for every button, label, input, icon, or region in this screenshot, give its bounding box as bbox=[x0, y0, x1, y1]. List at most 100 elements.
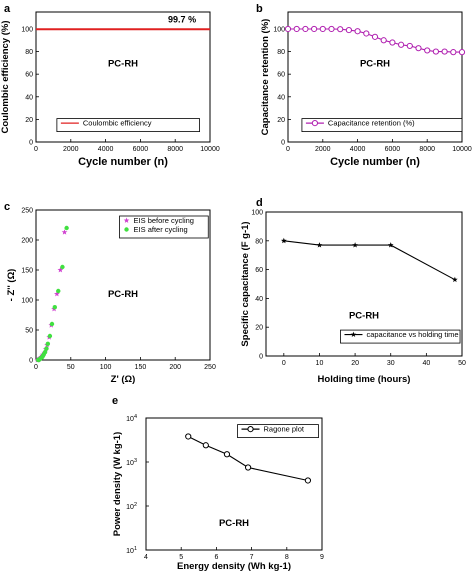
x-tick-label: 5 bbox=[179, 554, 183, 561]
y-tick-label: 102 bbox=[126, 502, 137, 511]
data-point bbox=[47, 333, 53, 339]
x-tick-label: 9 bbox=[320, 554, 324, 561]
x-tick-label: 8 bbox=[285, 554, 289, 561]
x-tick-label: 0 bbox=[282, 360, 286, 367]
legend-box bbox=[301, 118, 463, 132]
plot-frame bbox=[145, 417, 323, 551]
data-point bbox=[432, 48, 439, 55]
y-tick-label: 40 bbox=[25, 94, 33, 101]
x-tick-label: 50 bbox=[67, 364, 75, 371]
data-point bbox=[302, 25, 309, 33]
data-point bbox=[57, 267, 64, 273]
x-tick-label: 40 bbox=[422, 360, 430, 367]
data-point bbox=[452, 276, 458, 283]
x-tick-label: 0 bbox=[34, 146, 38, 153]
panel-letter: e bbox=[112, 395, 118, 407]
x-tick-label: 0 bbox=[286, 146, 290, 153]
x-tick-label: 10000 bbox=[452, 146, 472, 153]
data-point bbox=[44, 346, 49, 351]
y-tick-label: 100 bbox=[21, 26, 33, 33]
y-tick-label: 150 bbox=[21, 268, 33, 275]
data-point bbox=[424, 47, 431, 54]
y-tick-label: 50 bbox=[25, 328, 33, 335]
series-0 bbox=[34, 229, 68, 363]
panel-letter: c bbox=[4, 201, 10, 213]
y-tick-label: 80 bbox=[25, 49, 33, 56]
x-tick-label: 8000 bbox=[167, 146, 183, 153]
legend-label: Capacitance retention (%) bbox=[328, 119, 415, 128]
panel-letter: b bbox=[256, 3, 263, 15]
y-tick-label: 20 bbox=[25, 117, 33, 124]
data-point bbox=[64, 225, 69, 231]
legend-swatch-marker bbox=[311, 120, 319, 127]
data-point bbox=[304, 477, 312, 484]
y-axis-label: Power density (W kg-1) bbox=[112, 432, 123, 537]
data-point bbox=[56, 288, 61, 294]
legend-box bbox=[119, 215, 209, 239]
chart-panel-d: d 0 10 20 30 40 50 0 20 40 60 80 100 Holding time (ho… bbox=[240, 197, 466, 385]
y-tick-label: 0 bbox=[281, 140, 285, 147]
legend-label: EIS before cycling bbox=[134, 216, 194, 225]
y-tick-label: 250 bbox=[21, 208, 33, 215]
y-axis-label: Specific capacitance (F g-1) bbox=[240, 221, 251, 346]
legend: Capacitance retention (%) bbox=[301, 118, 463, 132]
chart-title: PC-RH bbox=[349, 311, 379, 322]
data-point bbox=[441, 48, 448, 55]
y-tick-label: 0 bbox=[259, 354, 263, 361]
data-point bbox=[352, 242, 358, 248]
plot-frame bbox=[265, 211, 463, 357]
x-tick-label: 6 bbox=[214, 554, 218, 561]
y-tick-label: 60 bbox=[255, 267, 263, 274]
y-tick-label: 103 bbox=[126, 458, 137, 467]
y-tick-label: 40 bbox=[277, 94, 285, 101]
legend-label: capacitance vs holding time bbox=[366, 330, 458, 339]
legend: capacitance vs holding time bbox=[340, 329, 461, 344]
data-point bbox=[60, 264, 65, 270]
legend: Ragone plot bbox=[237, 424, 319, 439]
x-axis-label: Holding time (hours) bbox=[318, 374, 411, 385]
chart-title: PC-RH bbox=[108, 289, 138, 300]
data-point bbox=[311, 25, 318, 33]
y-axis-label: Capacitance retention (%) bbox=[260, 19, 271, 136]
chart-panel-c: c 0 50 100 150 200 250 0 50 100 150 200 250 Z' (Ω) - Z… bbox=[4, 201, 216, 385]
legend-swatch-marker bbox=[350, 331, 357, 337]
x-tick-label: 50 bbox=[458, 360, 466, 367]
data-point bbox=[223, 451, 231, 458]
data-point bbox=[389, 39, 396, 46]
y-tick-label: 80 bbox=[255, 238, 263, 245]
chart-title: PC-RH bbox=[219, 518, 249, 529]
data-point bbox=[371, 33, 379, 40]
series-0 bbox=[284, 25, 466, 56]
data-point bbox=[337, 26, 344, 33]
data-point bbox=[42, 350, 48, 355]
data-point bbox=[319, 25, 326, 33]
x-axis-label: Cycle number (n) bbox=[330, 156, 420, 168]
chart-panel-e: e 4 5 6 7 8 9 101 102 103 104 Energy density (Wh kg… bbox=[112, 395, 324, 572]
x-tick-label: 4000 bbox=[350, 146, 366, 153]
x-tick-label: 2000 bbox=[63, 146, 79, 153]
plot-frame bbox=[35, 11, 211, 143]
series-0 bbox=[281, 237, 458, 283]
y-tick-label: 100 bbox=[251, 210, 263, 217]
data-point bbox=[398, 41, 405, 48]
x-tick-label: 200 bbox=[169, 364, 181, 371]
x-tick-label: 30 bbox=[387, 360, 395, 367]
x-tick-label: 7 bbox=[250, 554, 254, 561]
legend: Coulombic efficiency bbox=[56, 118, 200, 132]
panel-letter: a bbox=[4, 3, 11, 15]
data-point bbox=[293, 25, 300, 33]
data-point bbox=[458, 49, 466, 56]
data-point bbox=[316, 242, 323, 248]
data-point bbox=[244, 464, 252, 471]
data-point bbox=[387, 242, 394, 248]
data-point bbox=[406, 42, 413, 50]
x-tick-label: 250 bbox=[204, 364, 216, 371]
plot-frame bbox=[35, 209, 211, 361]
series-line bbox=[283, 240, 456, 281]
data-point bbox=[185, 433, 192, 440]
y-tick-label: 200 bbox=[21, 238, 33, 245]
y-tick-label: 40 bbox=[255, 296, 263, 303]
data-point bbox=[54, 291, 60, 297]
y-tick-label: 60 bbox=[25, 72, 33, 79]
